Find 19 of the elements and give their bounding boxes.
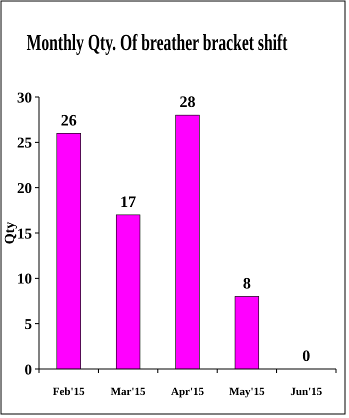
y-axis-title: Qty: [3, 222, 18, 244]
y-tick-label: 20: [17, 180, 32, 197]
y-tick-label: 10: [17, 272, 32, 288]
x-tick-label: Jun'15: [290, 386, 323, 398]
x-tick-label: Apr'15: [171, 386, 204, 398]
chart-title: Monthly Qty. Of breather bracket shift: [26, 30, 288, 56]
data-label: 28: [180, 94, 196, 112]
x-tick-label: Mar'15: [110, 386, 146, 398]
data-label: 26: [60, 112, 77, 130]
data-label: 8: [242, 275, 251, 292]
y-tick-label: 25: [17, 136, 32, 152]
data-label: 0: [302, 348, 310, 365]
y-tick-label: 0: [24, 362, 32, 378]
y-tick-label: 5: [24, 316, 32, 333]
x-tick-label: Feb'15: [52, 386, 86, 398]
y-tick-label: 15: [17, 226, 32, 242]
y-tick-label: 30: [17, 90, 32, 106]
data-label: 17: [120, 194, 136, 211]
x-tick-label: May'15: [229, 386, 266, 398]
